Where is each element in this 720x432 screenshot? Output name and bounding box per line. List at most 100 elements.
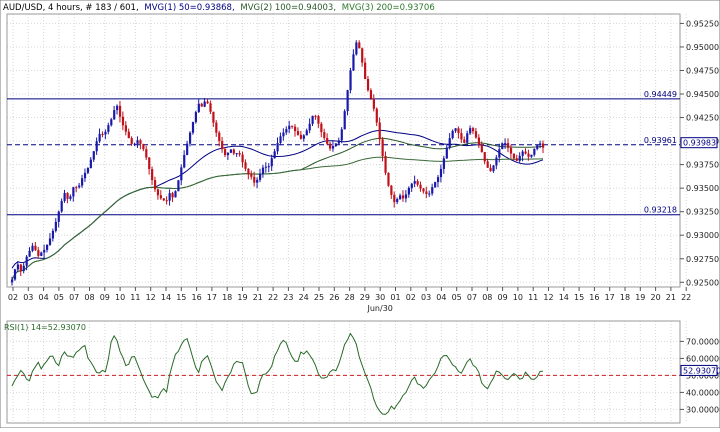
candle-body [524, 151, 527, 154]
time-tick-label: 03 [421, 293, 431, 302]
header-title: AUD/USD, 4 hours, # 183 / 601, MVG(1) 50… [3, 3, 435, 13]
candle-body [235, 153, 238, 155]
candle-body [448, 138, 451, 148]
candle-body [270, 158, 273, 167]
candle-body [329, 143, 332, 149]
candle-body [276, 142, 279, 152]
candle-body [413, 181, 416, 184]
candle-body [46, 244, 49, 250]
mvg1-label: MVG(1) 50=0.93868, [144, 3, 234, 13]
candle-body [110, 119, 113, 126]
candle-body [162, 198, 165, 201]
candle-body [410, 183, 413, 188]
candle-body [454, 128, 457, 131]
candle-body [19, 264, 22, 272]
candle-body [436, 177, 440, 183]
candle-body [130, 138, 133, 144]
price-axis: 0.952500.950000.947500.945000.942500.940… [680, 19, 720, 414]
candle-body [151, 169, 154, 181]
price-level-label: 0.93961 [644, 136, 677, 145]
time-tick-label: 15 [574, 293, 584, 302]
candle-body [136, 140, 139, 144]
time-tick-label: 21 [253, 293, 263, 302]
candle-body [404, 194, 408, 199]
candle-body [16, 264, 20, 270]
last-price-label: 0.93983 [683, 139, 716, 148]
time-tick-label: 09 [498, 293, 508, 302]
candle-body [247, 168, 250, 175]
candle-body [343, 111, 346, 130]
candle-body [37, 250, 40, 256]
candle-body [527, 153, 530, 157]
candle-body [352, 54, 355, 71]
candle-body [346, 90, 349, 112]
candle-body [183, 154, 186, 168]
grid [7, 14, 687, 423]
candle-body [358, 42, 361, 49]
candle-body [492, 165, 495, 172]
rsi-title: RSI(1) 14=52.93070 [4, 323, 86, 332]
candle-body [241, 154, 244, 163]
candle-body [504, 143, 507, 145]
time-tick-label: 23 [283, 293, 293, 302]
candle-body [431, 187, 434, 194]
mvg2-label: MVG(2) 100=0.94003, [240, 3, 336, 13]
candle-body [483, 152, 486, 162]
candle-body [434, 182, 437, 188]
time-tick-label: 11 [130, 293, 140, 302]
candle-body [396, 199, 399, 203]
candle-body [361, 48, 364, 63]
candle-body [124, 125, 127, 132]
time-tick-label: 18 [222, 293, 232, 302]
time-tick-label: 10 [513, 293, 523, 302]
time-tick-label: 17 [605, 293, 615, 302]
last-price-badge [680, 137, 718, 149]
candle-body [250, 174, 253, 177]
candle-body [261, 167, 265, 174]
candle-body [177, 180, 180, 192]
time-tick-label: 10 [115, 293, 125, 302]
price-tick-label: 0.95000 [686, 43, 719, 52]
candle-body [296, 131, 300, 135]
candlesticks [11, 40, 545, 286]
candle-body [378, 122, 381, 140]
chart-info: , 4 hours, # 183 / 601, [43, 3, 139, 13]
candle-body [539, 143, 542, 146]
candle-body [285, 129, 288, 133]
candle-body [480, 144, 483, 153]
candle-body [495, 157, 498, 166]
candle-body [302, 135, 305, 139]
candle-body [133, 143, 136, 145]
time-tick-label: 18 [620, 293, 630, 302]
candle-body [180, 167, 183, 181]
candle-body [375, 108, 378, 123]
candle-body [381, 139, 384, 157]
candle-body [308, 123, 311, 131]
candle-body [13, 269, 17, 280]
moving-averages [11, 129, 544, 280]
candle-body [509, 147, 513, 154]
candle-body [364, 62, 367, 80]
time-tick-label: 25 [314, 293, 324, 302]
time-tick-label: 28 [345, 293, 355, 302]
candle-body [142, 143, 145, 150]
time-tick-label: 04 [436, 293, 446, 302]
time-tick-label: 07 [69, 293, 79, 302]
time-tick-label: 30 [375, 293, 385, 302]
candle-body [11, 279, 14, 283]
candle-body [156, 189, 160, 196]
candle-body [466, 133, 469, 143]
candle-body [256, 179, 259, 183]
candle-body [226, 152, 230, 156]
ma200-line [11, 156, 544, 280]
candle-body [366, 79, 370, 91]
price-tick-label: 0.93250 [686, 208, 719, 217]
time-tick-label: 09 [100, 293, 110, 302]
candle-body [51, 230, 55, 239]
candle-body [422, 188, 425, 192]
time-tick-label: 26 [329, 293, 339, 302]
candle-body [314, 115, 317, 117]
